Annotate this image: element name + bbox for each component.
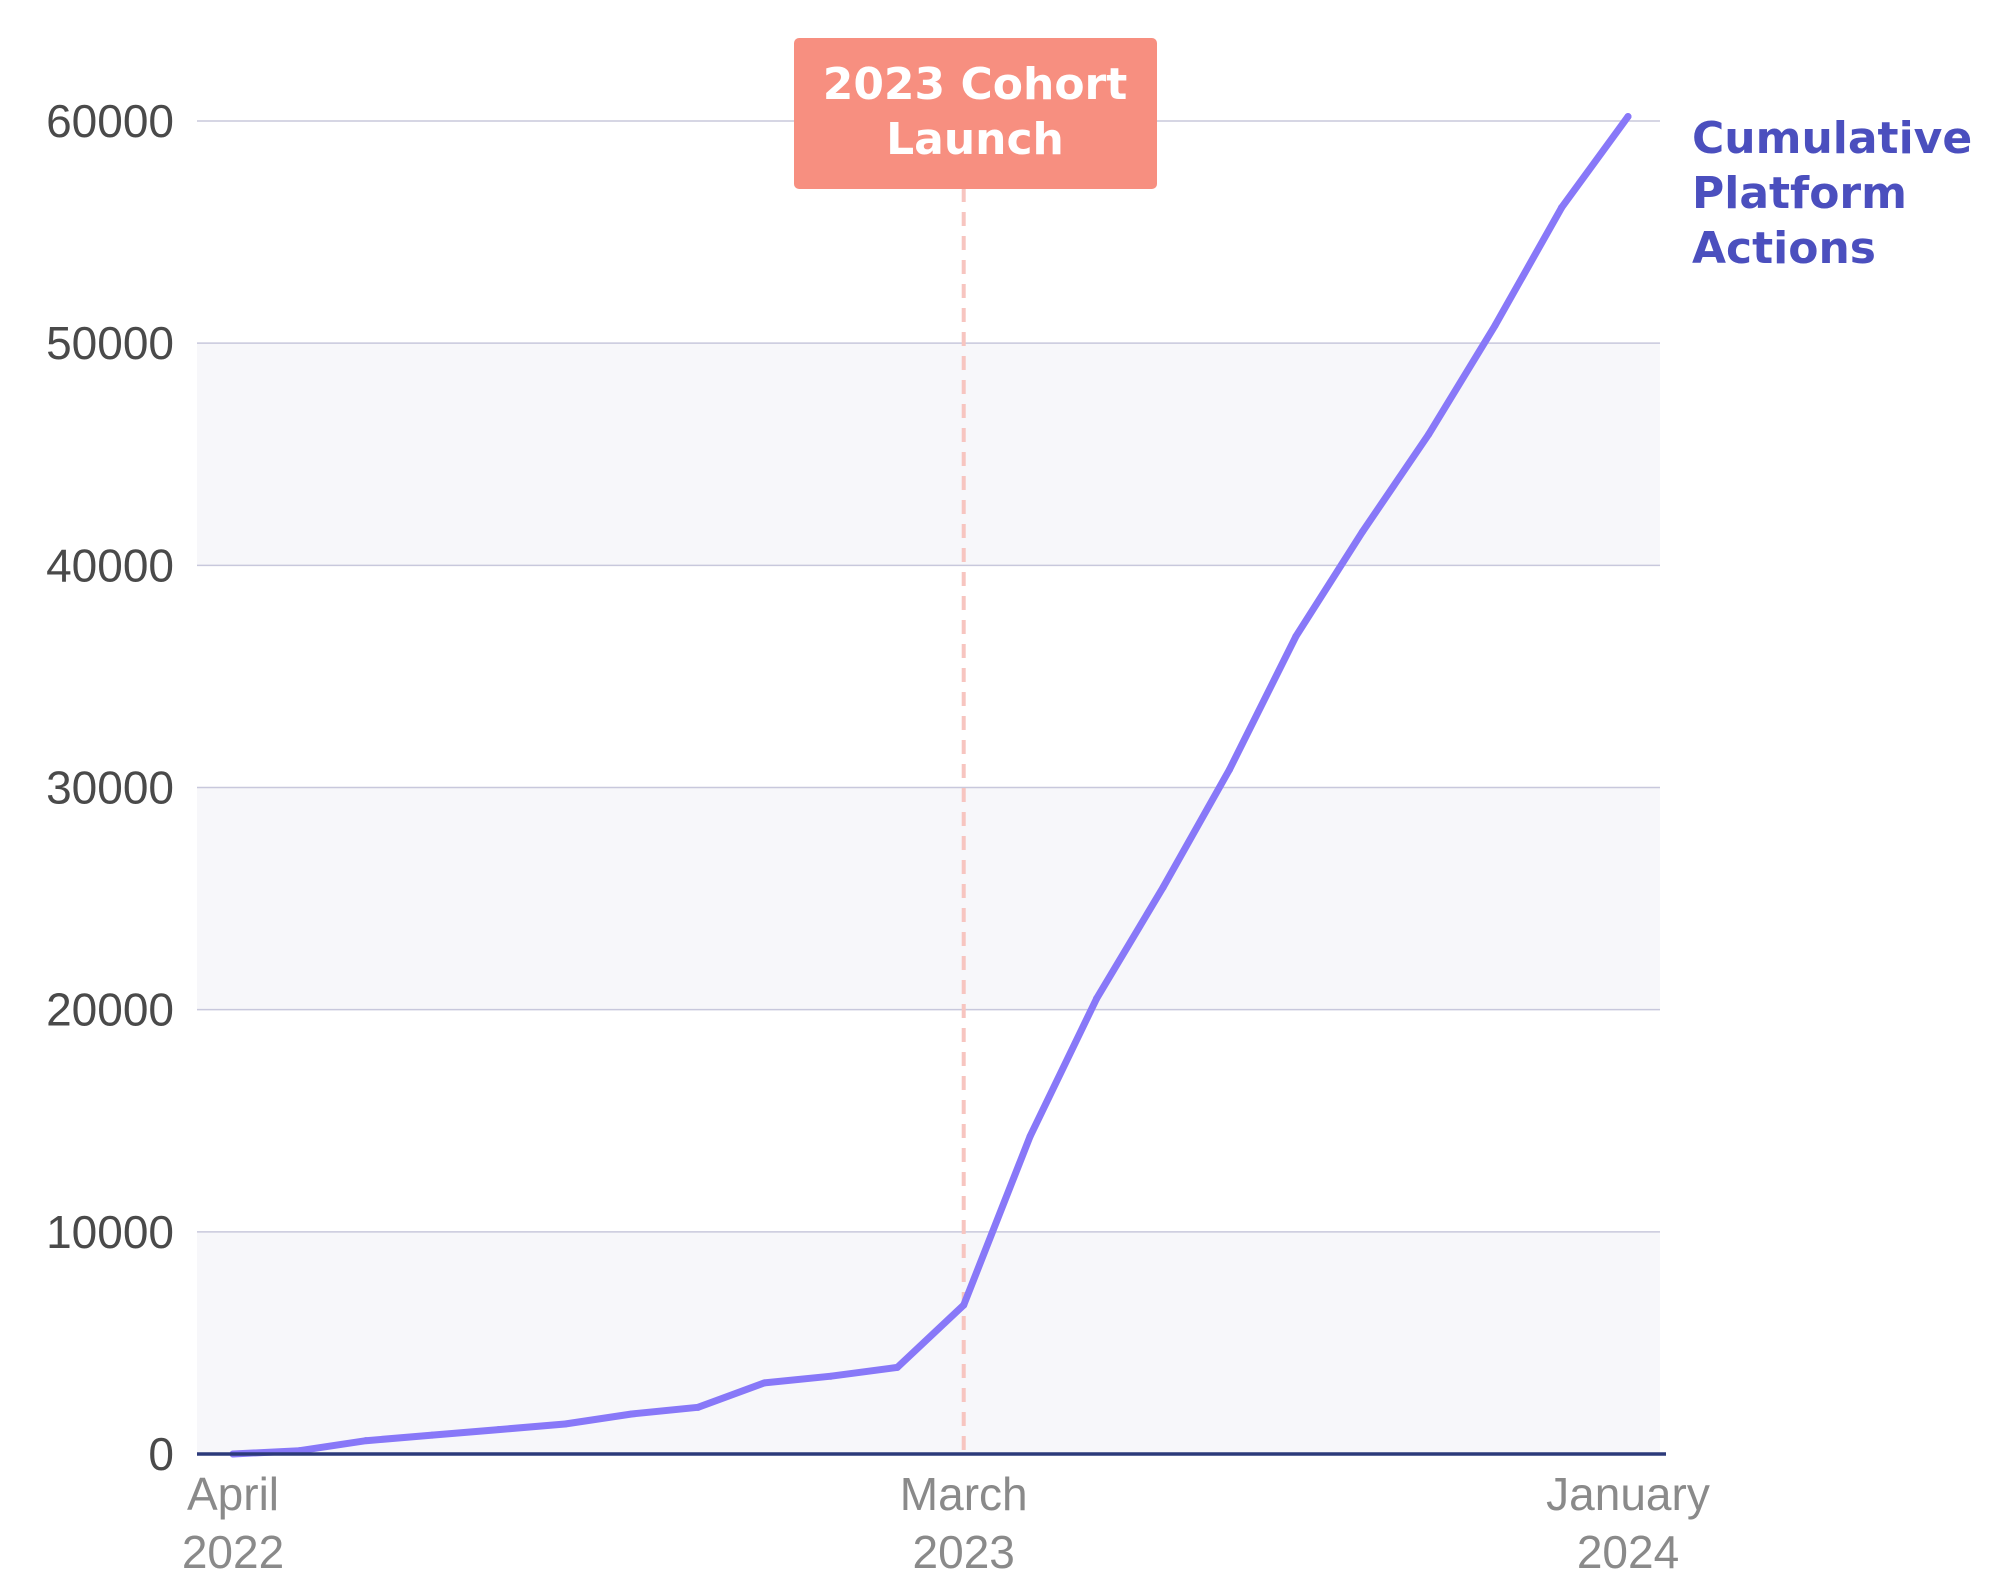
x-tick-label: 2023 <box>913 1526 1015 1578</box>
data-point <box>1358 528 1366 536</box>
data-point <box>1558 204 1566 212</box>
y-tick-label: 20000 <box>46 984 174 1036</box>
data-point <box>1425 430 1433 438</box>
x-tick-label: 2022 <box>182 1526 284 1578</box>
series-label: Platform <box>1692 168 1907 219</box>
x-axis-ticks: April 2022 March 2023 January 2024 <box>182 1468 1710 1578</box>
data-point <box>628 1410 636 1418</box>
y-tick-label: 40000 <box>46 539 174 591</box>
data-point <box>1026 1132 1034 1140</box>
series-label: Cumulative <box>1692 113 1972 164</box>
y-tick-label: 60000 <box>46 95 174 147</box>
data-point <box>495 1426 503 1434</box>
data-point <box>1292 632 1300 640</box>
annotation-label: Launch <box>886 114 1064 165</box>
data-point <box>893 1363 901 1371</box>
data-point <box>1159 883 1167 891</box>
y-tick-label: 0 <box>148 1428 174 1480</box>
background-band <box>197 787 1660 1010</box>
data-point <box>362 1437 370 1445</box>
annotation-box <box>794 38 1157 189</box>
data-point <box>827 1372 835 1380</box>
data-point <box>760 1379 768 1387</box>
x-tick-label: 2024 <box>1577 1526 1679 1578</box>
y-axis-ticks: 0 10000 20000 30000 40000 50000 60000 <box>46 95 174 1480</box>
data-point <box>1225 766 1233 774</box>
annotation-label: 2023 Cohort <box>823 59 1128 110</box>
series-line <box>229 113 1632 1458</box>
data-point <box>960 1301 968 1309</box>
data-point <box>561 1420 569 1428</box>
gridlines <box>197 120 1660 1233</box>
y-tick-label: 50000 <box>46 317 174 369</box>
y-tick-label: 30000 <box>46 762 174 814</box>
data-point <box>694 1403 702 1411</box>
x-tick-label: March <box>900 1468 1028 1520</box>
data-point <box>1093 995 1101 1003</box>
data-point <box>428 1431 436 1439</box>
background-band <box>197 343 1660 566</box>
background-bands <box>197 343 1660 1454</box>
x-tick-label: April <box>187 1468 279 1520</box>
x-tick-label: January <box>1546 1468 1710 1520</box>
y-tick-label: 10000 <box>46 1206 174 1258</box>
data-point <box>1491 321 1499 329</box>
series-label: Actions <box>1692 223 1876 274</box>
data-point <box>1624 113 1632 121</box>
